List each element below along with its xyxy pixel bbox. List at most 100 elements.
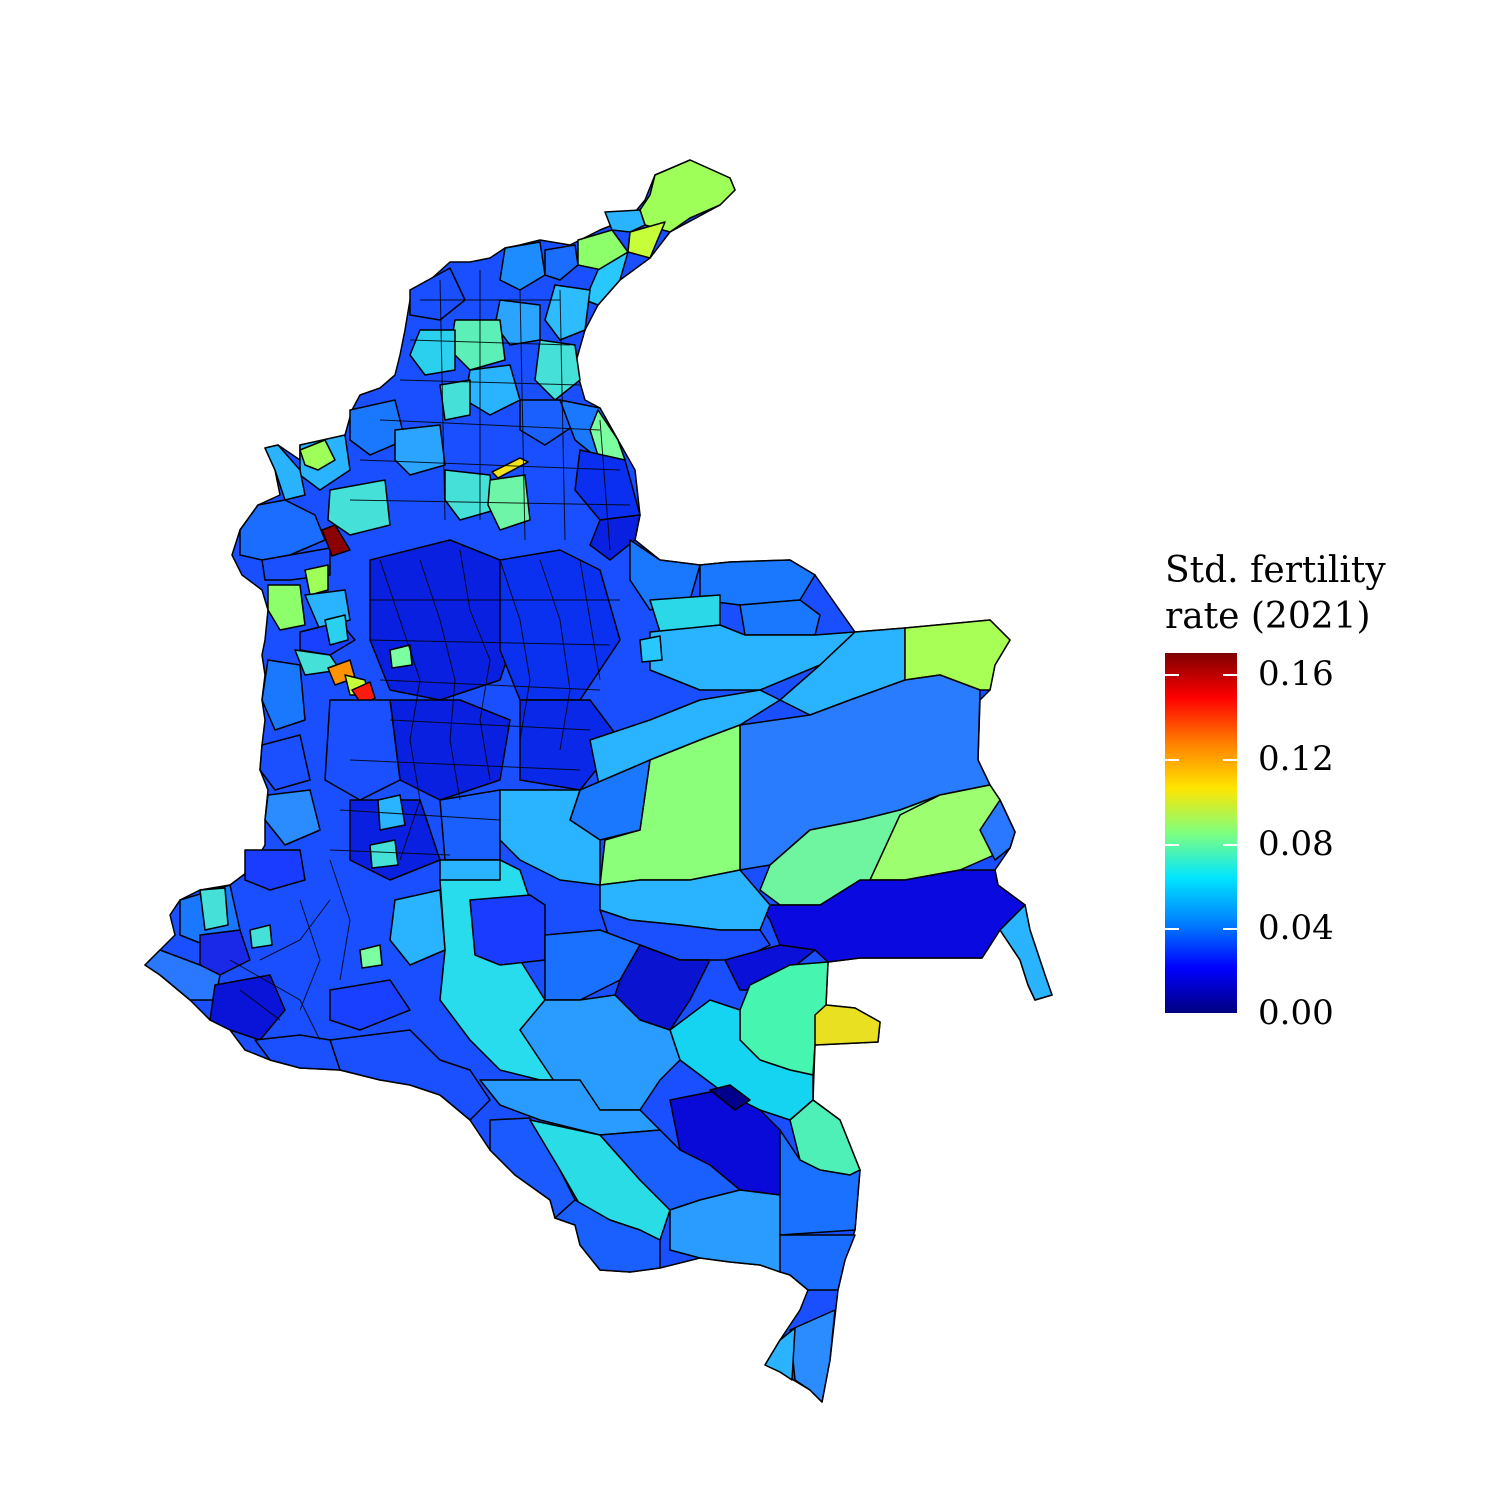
region-caribbean-8 xyxy=(409,267,466,321)
region-huila-1 xyxy=(439,859,501,881)
legend-tick-mark xyxy=(1165,674,1179,677)
region-andes-light-4 xyxy=(389,644,413,669)
region-cordoba-6 xyxy=(444,469,496,521)
region-cordoba-5 xyxy=(394,424,446,476)
border-line xyxy=(359,459,621,471)
region-cordoba-3 xyxy=(299,439,336,471)
region-andes-5 xyxy=(324,699,401,801)
region-caribbean-10 xyxy=(439,379,471,421)
border-line xyxy=(329,859,351,981)
legend-tick-mark xyxy=(1223,843,1237,846)
legend-tick-label: 0.16 xyxy=(1258,654,1334,695)
region-caribbean-3 xyxy=(544,284,591,341)
region-huila-3 xyxy=(329,979,411,1031)
region-cordoba-4 xyxy=(349,399,406,456)
region-guajira-south xyxy=(627,221,666,259)
region-uraba-dark-red xyxy=(321,524,351,557)
border-line xyxy=(259,899,331,961)
border-line xyxy=(599,419,611,551)
region-caribbean-1 xyxy=(499,241,546,291)
border-line xyxy=(399,379,581,386)
region-choco-1 xyxy=(267,584,306,631)
region-cauca-1 xyxy=(244,849,306,891)
region-arauca-cyan xyxy=(639,635,663,663)
legend-tick-mark xyxy=(1223,674,1237,677)
region-andes-2 xyxy=(499,549,621,701)
region-choco-6 xyxy=(259,734,311,791)
border-line xyxy=(409,339,571,346)
border-line xyxy=(339,809,501,821)
legend-tick-mark xyxy=(1223,758,1237,761)
border-line xyxy=(229,959,321,1041)
region-amazonas-darkest xyxy=(709,1084,751,1111)
region-andes-light-3 xyxy=(377,794,406,831)
region-guainia-light-edge xyxy=(999,904,1053,1001)
region-caribbean-2 xyxy=(544,244,579,281)
legend-title-line2: rate (2021) xyxy=(1165,596,1371,637)
municipal-borders xyxy=(229,270,631,1041)
region-cauca-3 xyxy=(199,887,229,931)
border-line xyxy=(299,899,321,1011)
border-line xyxy=(499,559,531,741)
region-amazonas-e1 xyxy=(779,1129,861,1236)
border-line xyxy=(389,719,591,731)
region-casanare-3 xyxy=(739,599,821,636)
legend-tick-label: 0.08 xyxy=(1258,823,1334,864)
region-caqueta-blue xyxy=(469,894,546,966)
region-vaupes-yellow xyxy=(814,1004,881,1046)
region-narino-2 xyxy=(254,1034,341,1071)
legend-tick-mark xyxy=(1223,1013,1237,1015)
region-cordoba-1 xyxy=(327,479,391,536)
border-line xyxy=(379,679,601,691)
border-line xyxy=(379,559,421,861)
legend-tick-mark xyxy=(1165,1013,1179,1015)
legend-tick-mark xyxy=(1165,758,1179,761)
legend-tick-label: 0.12 xyxy=(1258,738,1334,779)
legend-title: Std. fertility rate (2021) xyxy=(1165,548,1425,640)
region-guajira-north xyxy=(639,159,736,233)
region-amazonas-light xyxy=(479,1079,661,1136)
region-uraba-1 xyxy=(264,444,306,501)
region-caribbean-11 xyxy=(519,399,576,446)
border-line xyxy=(349,759,581,771)
region-choco-green xyxy=(304,564,329,596)
border-line xyxy=(329,849,451,856)
region-huila-light xyxy=(359,944,383,969)
region-uraba-2 xyxy=(239,499,326,561)
legend-tick-label: 0.00 xyxy=(1258,993,1334,1033)
border-line xyxy=(519,289,526,541)
border-line xyxy=(239,989,281,1021)
region-leticia-2 xyxy=(764,1327,796,1381)
border-line xyxy=(539,559,571,751)
region-santander-n2 xyxy=(589,514,641,561)
region-guainia-blue-edge xyxy=(979,799,1016,861)
legend-title-line1: Std. fertility xyxy=(1165,550,1386,591)
border-line xyxy=(349,499,631,506)
legend-tick-mark xyxy=(1165,928,1179,931)
border-line xyxy=(559,289,566,541)
border-line xyxy=(579,559,601,681)
map-regions xyxy=(144,159,1053,1403)
region-huila-2 xyxy=(389,889,446,966)
region-amazonas-blue-1 xyxy=(554,1199,661,1273)
border-line xyxy=(439,279,446,521)
region-andes-light-2 xyxy=(369,839,399,869)
region-amazonas-e2 xyxy=(779,1234,856,1291)
region-yellow-sliver xyxy=(491,457,529,479)
region-andes-7 xyxy=(439,789,501,861)
region-narino-light xyxy=(249,924,273,949)
legend-tick-label: 0.04 xyxy=(1258,908,1334,949)
border-line xyxy=(459,549,491,781)
region-leticia-1 xyxy=(789,1309,836,1403)
region-andes-light-1 xyxy=(324,614,349,646)
region-choco-7 xyxy=(264,789,321,846)
color-legend: Std. fertility rate (2021) 0.00 0.04 0.08 0… xyxy=(1165,548,1425,1033)
region-putumayo-1 xyxy=(329,1029,491,1121)
legend-tick-mark xyxy=(1165,843,1179,846)
region-choco-5 xyxy=(261,659,306,731)
legend-colorbar xyxy=(1165,653,1237,1013)
region-andes-1 xyxy=(369,539,521,701)
border-line xyxy=(369,639,611,646)
border-line xyxy=(379,419,601,431)
